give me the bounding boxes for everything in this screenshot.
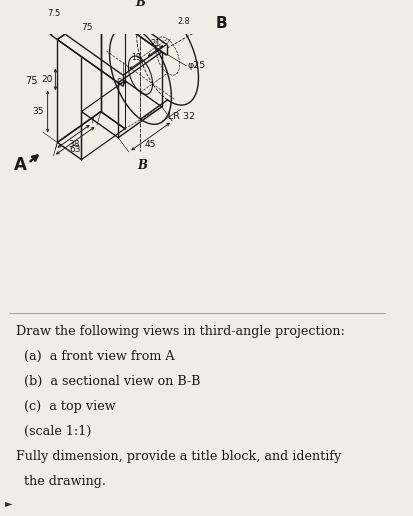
Text: B: B [135, 0, 145, 9]
Text: B: B [215, 17, 227, 31]
Text: 20: 20 [41, 75, 52, 84]
Text: 63: 63 [69, 144, 81, 154]
Text: 75: 75 [25, 76, 38, 86]
Text: 7.5: 7.5 [47, 9, 60, 18]
Text: (c)  a top view: (c) a top view [24, 400, 116, 413]
Text: 75: 75 [81, 23, 93, 33]
Text: (b)  a sectional view on B-B: (b) a sectional view on B-B [24, 375, 200, 388]
Text: 45: 45 [145, 140, 156, 150]
Text: 21: 21 [150, 39, 160, 48]
Text: 19: 19 [131, 53, 141, 62]
Text: A: A [14, 156, 27, 174]
Text: 2.8: 2.8 [177, 18, 190, 26]
Text: Fully dimension, provide a title block, and identify: Fully dimension, provide a title block, … [17, 450, 341, 463]
Text: 35: 35 [32, 107, 44, 116]
Text: LR 32: LR 32 [167, 111, 194, 121]
Text: φ25: φ25 [187, 61, 205, 71]
Text: the drawing.: the drawing. [24, 475, 106, 488]
Text: ►: ► [5, 498, 12, 508]
Text: 8: 8 [116, 77, 121, 87]
Text: 38: 38 [68, 140, 79, 149]
Text: (a)  a front view from A: (a) a front view from A [24, 350, 174, 363]
Text: Draw the following views in third-angle projection:: Draw the following views in third-angle … [17, 325, 344, 338]
Text: (scale 1:1): (scale 1:1) [24, 425, 91, 438]
Text: B: B [137, 159, 147, 172]
